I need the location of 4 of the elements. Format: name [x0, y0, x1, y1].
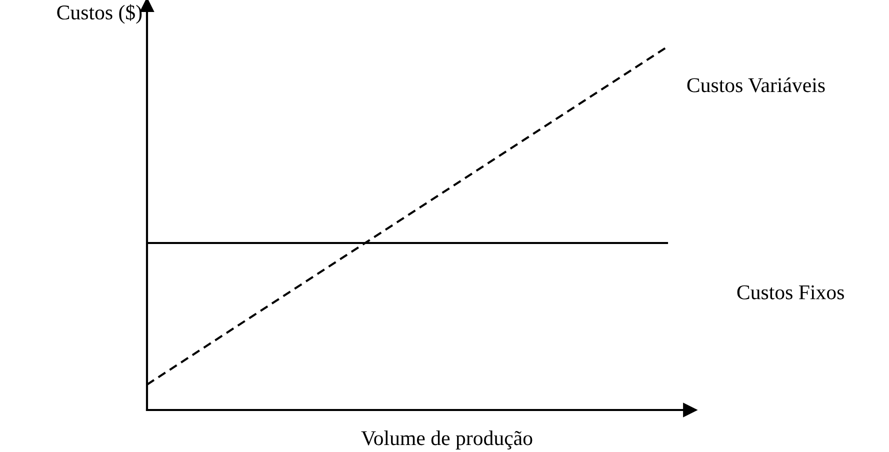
series-label: Custos Variáveis: [687, 78, 825, 92]
x-axis-title: Volume de produção: [361, 430, 532, 450]
text: Custos Fixos: [737, 285, 844, 300]
y-axis-title: Custos ($): [57, 4, 142, 24]
